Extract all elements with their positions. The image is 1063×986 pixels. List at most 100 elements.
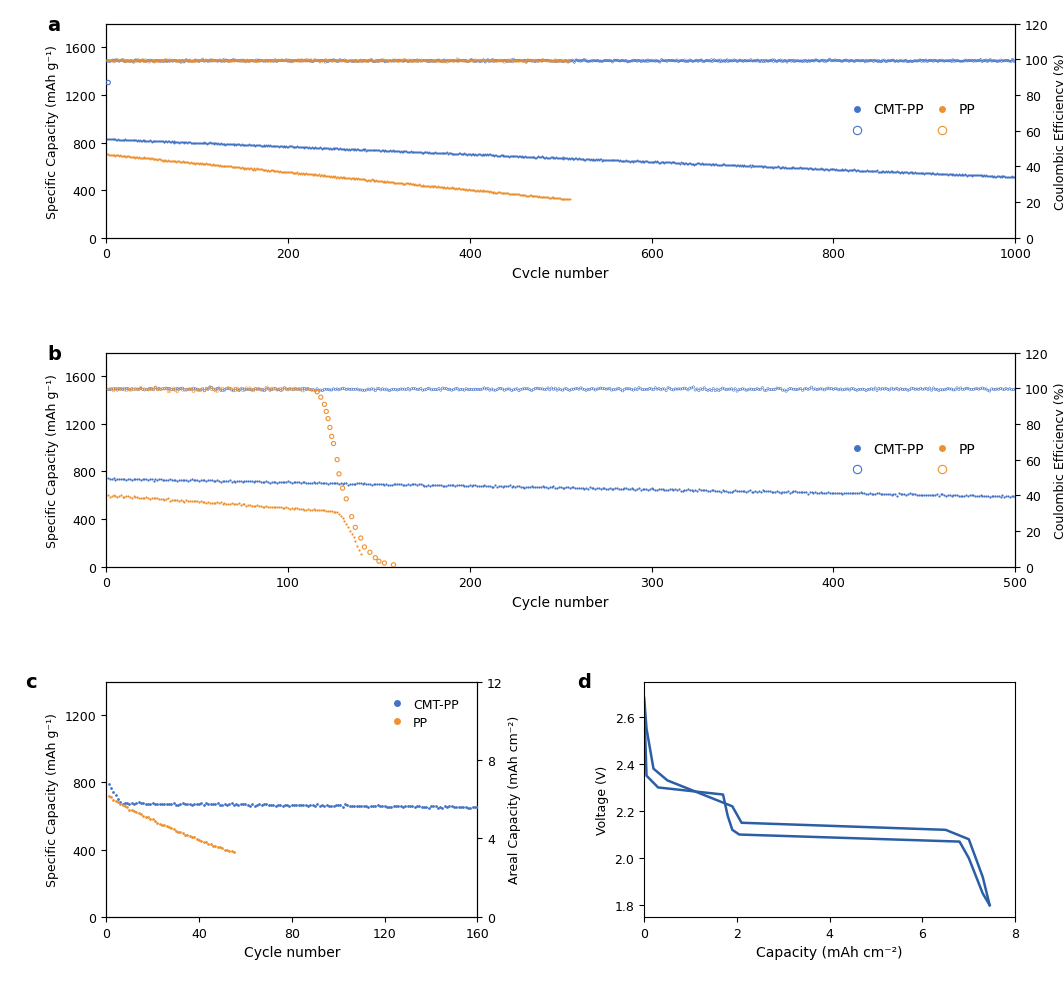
Point — [736, 158, 753, 174]
Point — [865, 164, 882, 179]
Point — [315, 53, 332, 69]
Point — [696, 157, 713, 173]
Point — [721, 53, 738, 69]
Point — [257, 53, 274, 69]
Point — [303, 383, 320, 398]
Point — [837, 53, 854, 69]
Point — [389, 176, 406, 191]
Point — [172, 797, 189, 812]
Point — [921, 167, 938, 182]
Point — [153, 134, 170, 150]
Point — [302, 383, 319, 398]
Point — [107, 53, 124, 69]
Point — [201, 54, 218, 70]
Point — [434, 146, 451, 162]
Point — [201, 54, 218, 70]
Point — [178, 52, 195, 68]
Point — [651, 482, 668, 498]
Point — [298, 54, 315, 70]
Point — [516, 53, 533, 69]
Point — [144, 471, 161, 487]
Point — [109, 132, 126, 148]
Point — [141, 811, 158, 827]
Point — [637, 155, 654, 171]
Point — [271, 53, 288, 69]
Point — [697, 383, 714, 398]
Point — [939, 167, 956, 182]
Point — [283, 54, 300, 70]
Point — [815, 383, 832, 398]
Point — [492, 382, 509, 397]
Point — [189, 494, 206, 510]
Point — [102, 148, 119, 164]
Point — [250, 162, 267, 177]
Point — [814, 53, 831, 69]
Point — [163, 154, 180, 170]
Point — [392, 477, 409, 493]
Point — [293, 140, 310, 156]
Point — [336, 382, 353, 397]
Point — [945, 488, 962, 504]
Point — [340, 171, 357, 186]
Point — [274, 799, 291, 814]
Point — [878, 487, 895, 503]
Point — [979, 489, 996, 505]
Point — [237, 797, 254, 812]
Point — [383, 175, 400, 190]
Point — [451, 799, 468, 814]
Point — [449, 181, 466, 197]
Point — [502, 53, 519, 69]
Point — [104, 54, 121, 70]
Point — [220, 53, 237, 69]
Point — [838, 163, 855, 178]
Point — [169, 382, 186, 397]
Point — [985, 170, 1002, 185]
Point — [174, 154, 191, 170]
Point — [854, 164, 871, 179]
Point — [305, 383, 322, 398]
Point — [145, 134, 162, 150]
Point — [145, 473, 162, 489]
Point — [918, 167, 935, 182]
Point — [879, 165, 896, 180]
Point — [100, 54, 117, 70]
Point — [451, 383, 468, 398]
Point — [934, 54, 951, 70]
Point — [339, 520, 356, 535]
Point — [233, 473, 250, 489]
Point — [385, 144, 402, 160]
Point — [732, 53, 749, 69]
Point — [842, 53, 859, 69]
Point — [478, 53, 495, 69]
Point — [109, 794, 126, 810]
Point — [203, 136, 220, 152]
Point — [107, 149, 124, 165]
Point — [144, 134, 161, 150]
Point — [506, 149, 523, 165]
Point — [930, 384, 947, 399]
Point — [323, 53, 340, 69]
Point — [749, 53, 766, 69]
Point — [955, 54, 972, 70]
Point — [241, 54, 258, 70]
Point — [310, 168, 327, 183]
Point — [125, 804, 142, 819]
Point — [128, 54, 145, 70]
Point — [311, 54, 328, 70]
Point — [357, 54, 374, 70]
Point — [750, 159, 767, 175]
Point — [371, 144, 388, 160]
Point — [640, 53, 657, 69]
Point — [952, 381, 969, 396]
Point — [367, 798, 384, 813]
Point — [820, 53, 837, 69]
Point — [214, 384, 231, 399]
Point — [402, 144, 419, 160]
Point — [321, 141, 338, 157]
Point — [345, 54, 362, 70]
Point — [901, 54, 918, 70]
Point — [600, 481, 617, 497]
Point — [780, 53, 797, 69]
Point — [389, 383, 406, 398]
Point — [643, 155, 660, 171]
